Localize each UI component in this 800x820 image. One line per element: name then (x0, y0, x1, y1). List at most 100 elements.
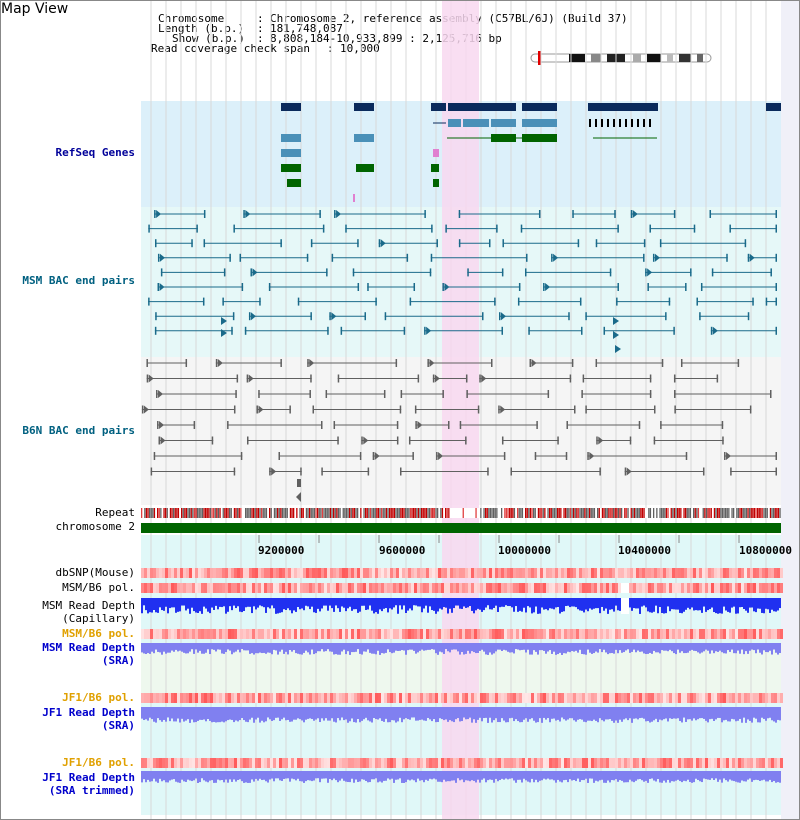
jf1-depth-sra-bin (429, 707, 431, 720)
jf1-depth-trimmed-bin (333, 771, 335, 779)
msm-depth-sra-bin (165, 643, 167, 654)
dbsnp-bin (381, 568, 384, 578)
b6n-bac-label[interactable]: B6N BAC end pairs (22, 424, 135, 437)
b6n-bac-pair (534, 452, 537, 460)
jf1-b6-pol-2-bin (528, 758, 531, 768)
msm-b6-pol-sra-bin (504, 629, 507, 639)
msm-depth-sra-bin (245, 643, 247, 651)
jf1-b6-pol-bin (708, 693, 711, 703)
repeat-element (768, 508, 770, 518)
jf1-b6-pol-2-bin (141, 758, 144, 768)
b6n-bac-pair (503, 452, 506, 460)
jf1-b6-pol-bin (294, 693, 297, 703)
jf1-depth-trimmed-bin (407, 771, 409, 780)
repeat-element (531, 508, 533, 518)
jf1-depth-sra-bin (419, 707, 421, 720)
b6n-bac-pair (491, 359, 493, 367)
repeat-element (523, 508, 525, 518)
msm-depth-sra-bin (627, 643, 629, 650)
msm-depth-capillary-bin (631, 598, 633, 611)
msm-depth-sra-bin (171, 643, 173, 651)
refseq-exon (522, 134, 557, 142)
msm-depth-sra-bin (701, 643, 703, 653)
msm-bac-pair (326, 268, 328, 277)
repeat-element (633, 508, 636, 518)
jf1-depth-trimmed-bin (637, 771, 639, 780)
length-key: Length (b.p.) (158, 22, 245, 35)
repeat-element (581, 508, 583, 518)
jf1-depth-sra-bin (385, 707, 387, 719)
b6n-bac-pair (477, 405, 480, 414)
msm-depth-sra-bin (181, 643, 183, 652)
jf1-depth-trimmed-bin (427, 771, 429, 781)
msm-b6-pol-bin (492, 583, 495, 593)
msm-depth-capillary-bin (353, 598, 355, 610)
dbsnp-bin (435, 568, 438, 578)
jf1-depth-sra-bin (351, 707, 353, 719)
jf1-depth-sra-bin (543, 707, 545, 718)
msm-depth-sra-bin (511, 643, 513, 653)
msm-b6-pol-sra-bin (294, 629, 297, 639)
dbsnp-bin (177, 568, 180, 578)
jf1-b6-pol-bin (483, 693, 486, 703)
msm-depth-sra-bin (189, 643, 191, 652)
msm-depth-sra-bin (759, 643, 761, 653)
jf1-b6-pol-2-bin (531, 758, 534, 768)
msm-bac-label[interactable]: MSM BAC end pairs (22, 274, 135, 287)
msm-b6-pol-sra-bin (204, 629, 207, 639)
msm-b6-pol-sra-bin (660, 629, 663, 639)
jf1-depth-trimmed-bin (319, 771, 321, 783)
repeat-element (691, 508, 693, 518)
repeat-element (403, 508, 405, 518)
jf1-b6-pol-2-bin (327, 758, 330, 768)
msm-b6-pol-bin (255, 583, 258, 593)
jf1-depth-sra-bin (163, 707, 165, 720)
repeat-element (694, 508, 696, 518)
msm-b6-pol-bin (519, 583, 522, 593)
repeat-element (779, 508, 781, 518)
msm-depth-sra-bin (543, 643, 545, 651)
msm-depth-sra-bin (325, 643, 327, 652)
msm-depth-sra-bin (513, 643, 515, 654)
jf1-b6-pol-bin (663, 693, 666, 703)
jf1-depth-sra-bin (369, 707, 371, 722)
jf1-b6-pol-2-bin (690, 758, 693, 768)
msm-depth-sra-bin (657, 643, 659, 653)
msm-b6-pol-bin (213, 583, 216, 593)
msm-depth-sra-bin (253, 643, 255, 655)
jf1-depth-sra-bin (539, 707, 541, 719)
msm-depth-sra-bin (475, 643, 477, 654)
jf1-depth-sra-bin (299, 707, 301, 720)
msm-depth-capillary-bin (379, 598, 381, 610)
repeat-element (601, 508, 604, 518)
msm-depth-sra-bin (211, 643, 213, 650)
msm-b6-pol-sra-bin (771, 629, 774, 639)
msm-depth-sra-bin (243, 643, 245, 651)
msm-depth-sra-bin (673, 643, 675, 654)
msm-depth-capillary-bin (233, 598, 235, 606)
repeat-element (542, 508, 544, 518)
jf1-b6-pol-bin (732, 693, 735, 703)
jf1-depth-sra-bin (417, 707, 419, 721)
msm-bac-pair (712, 326, 718, 335)
dbsnp-bin (624, 568, 627, 578)
jf1-depth-trimmed-bin (599, 771, 601, 781)
msm-b6-pol-sra-bin (543, 629, 546, 639)
msm-bac-pair (617, 224, 619, 233)
jf1-depth-sra-bin (691, 707, 693, 721)
jf1-depth-trimmed-bin (655, 771, 657, 782)
chromosome-ideogram[interactable] (529, 51, 714, 67)
jf1-b6-pol-2-bin (240, 758, 243, 768)
msm-depth-sra-bin (689, 643, 691, 651)
repeat-element (733, 508, 735, 518)
dbsnp-bin (702, 568, 705, 578)
msm-depth-sra-bin (249, 643, 251, 654)
msm-depth-capillary-bin (701, 598, 703, 613)
jf1-depth-trimmed-bin (155, 771, 157, 782)
msm-depth-sra-bin (635, 643, 637, 653)
msm-depth-sra-bin (717, 643, 719, 652)
refseq-genes-label[interactable]: RefSeq Genes (55, 146, 135, 159)
msm-b6-pol-sra-bin (648, 629, 651, 639)
msm-depth-capillary-bin (489, 598, 491, 610)
